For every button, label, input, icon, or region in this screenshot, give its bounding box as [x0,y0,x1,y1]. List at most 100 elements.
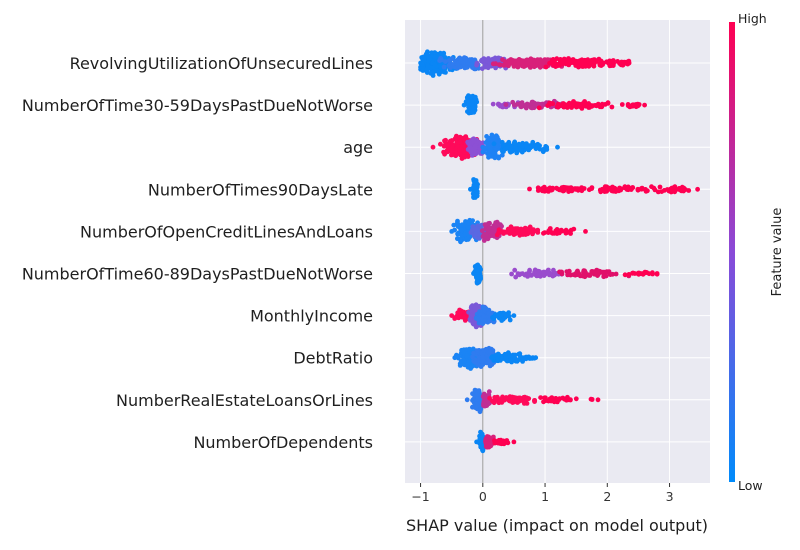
shap-point-8-2-61 [492,395,498,401]
shap-point-6-2-86 [485,319,491,325]
feature-label-6: MonthlyIncome [250,307,373,326]
feature-points-9 [474,429,517,454]
shap-point-0-4-106 [579,57,585,63]
shap-point-4-0-103 [459,227,464,233]
shap-point-8-2-67 [507,394,513,400]
shap-point-0-3-138 [511,60,517,66]
shap-point-7-1-87 [474,348,480,353]
shap-point-4-3-75 [503,229,508,235]
shap-point-2-3-79 [507,144,513,150]
shap-point-2-1-70 [467,140,472,146]
shap-point-6-2-88 [475,316,481,322]
shap-point-3-2-25 [575,186,581,192]
x-tick-label-4: 3 [666,489,674,504]
shap-point-7-2-64 [503,355,509,360]
shap-point-0-1-77 [447,58,452,63]
shap-point-2-3-72 [511,140,517,146]
shap-point-5-2-58 [613,271,619,277]
shap-point-3-3-23 [681,185,687,191]
shap-point-2-2-94 [483,140,489,146]
shap-point-extreme-4-0 [449,229,455,234]
shap-point-4-4-26 [554,231,560,236]
shap-point-3-0-88 [473,180,479,185]
shap-point-0-4-113 [589,58,595,64]
shap-point-0-1-32 [443,59,448,64]
shap-point-1-2-63 [529,105,535,111]
shap-point-5-1-50 [536,269,542,274]
feature-label-1: NumberOfTime30-59DaysPastDueNotWorse [22,96,373,115]
shap-point-5-1-31 [513,274,519,280]
shap-point-8-3-6 [538,395,543,400]
shap-point-1-3-57 [588,103,594,108]
shap-point-0-4-102 [575,59,581,65]
shap-point-0-4-110 [557,62,562,68]
shap-point-7-3-9 [527,356,533,361]
shap-point-2-0-143 [449,152,454,158]
shap-point-1-0-113 [472,94,478,100]
shap-point-7-1-106 [488,349,493,354]
shap-point-0-5-20 [615,59,620,64]
shap-point-extreme-8-1 [595,397,601,403]
shap-point-7-2-68 [512,356,518,362]
shap-point-8-0-107 [475,396,480,402]
shap-point-7-2-53 [489,355,494,361]
shap-point-8-0-101 [474,392,479,398]
shap-point-3-1-46 [561,184,566,190]
shap-point-2-0-121 [455,144,461,149]
shap-point-2-4-7 [540,147,546,152]
feature-points-8 [464,387,601,415]
shap-point-extreme-2-1 [555,144,560,150]
feature-label-7: DebtRatio [293,349,373,368]
shap-point-3-2-65 [630,185,636,191]
feature-points-4 [449,217,588,245]
shap-point-1-3-69 [580,101,586,106]
colorbar-low-label: Low [738,478,763,493]
shap-point-0-4-118 [580,63,586,68]
shap-point-0-3-90 [496,62,502,68]
shap-point-0-0-149 [436,71,442,77]
shap-point-1-3-14 [536,105,542,111]
shap-point-1-0-118 [466,101,472,107]
shap-point-0-3-130 [521,63,526,69]
shap-point-5-2-67 [558,269,564,275]
shap-point-2-2-107 [481,147,487,153]
shap-point-1-3-65 [574,104,579,110]
shap-point-4-0-65 [455,218,460,224]
feature-points-1 [461,93,647,116]
shap-point-0-2-25 [484,58,490,64]
shap-point-9-2-28 [499,439,505,445]
shap-point-6-0-37 [455,310,461,316]
feature-label-0: RevolvingUtilizationOfUnsecuredLines [70,54,373,73]
shap-point-6-2-97 [481,314,487,319]
shap-point-6-3-37 [503,313,509,318]
shap-point-0-0-203 [437,63,443,68]
shap-point-0-5-2 [600,62,606,67]
shap-point-4-4-29 [547,226,553,231]
shap-point-0-3-133 [527,57,532,63]
shap-point-1-1-6 [490,101,496,107]
shap-point-9-1-39 [486,441,492,446]
shap-point-7-1-119 [480,354,485,360]
shap-point-2-3-76 [516,141,522,147]
shap-point-6-1-118 [472,307,478,312]
shap-point-2-0-139 [459,145,464,150]
shap-point-0-2-50 [481,56,487,61]
shap-point-7-1-2 [470,354,475,360]
shap-point-extreme-9-1 [511,439,517,445]
shap-point-0-4-115 [560,58,566,64]
shap-point-2-2-87 [496,155,502,161]
shap-point-9-0-69 [479,443,484,449]
shap-point-5-0-89 [476,274,482,280]
shap-point-7-2-65 [517,357,522,362]
shap-point-1-3-39 [561,104,567,110]
x-tick-label-0: −1 [411,489,429,504]
shap-point-8-0-60 [470,404,475,410]
shap-point-7-1-117 [480,358,486,364]
shap-point-3-1-41 [547,186,553,192]
shap-point-0-1-42 [439,57,444,63]
shap-point-4-2-87 [491,223,497,229]
shap-point-2-1-76 [471,138,477,144]
shap-point-8-2-49 [491,400,497,406]
shap-point-0-4-114 [550,57,556,62]
